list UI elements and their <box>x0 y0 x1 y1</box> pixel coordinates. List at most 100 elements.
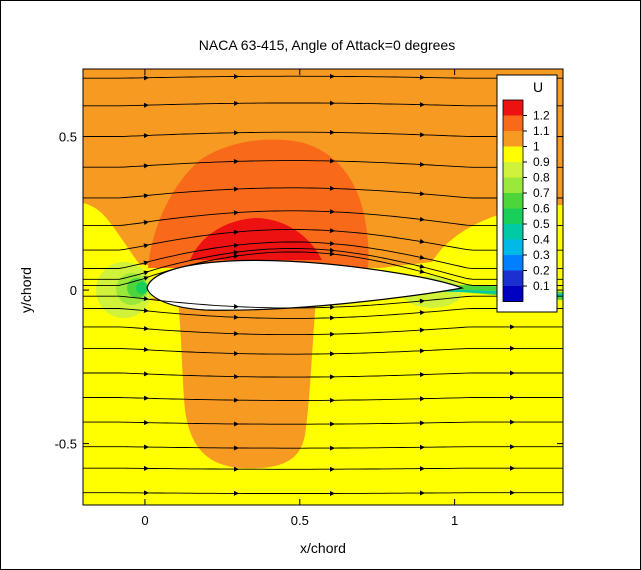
streamline <box>83 295 563 309</box>
streamline <box>83 421 563 425</box>
x-tick-label: 0.5 <box>291 513 309 528</box>
streamline-arrow <box>329 185 335 191</box>
streamline-arrow <box>419 102 425 108</box>
streamline-arrow <box>419 268 425 274</box>
legend-swatch <box>503 115 523 132</box>
streamline-arrow <box>329 247 335 253</box>
legend-title: U <box>533 79 543 95</box>
streamline-arrow <box>143 347 149 353</box>
streamline-arrow <box>143 296 149 302</box>
airfoil-section <box>146 259 465 311</box>
streamline-arrow <box>233 100 239 106</box>
plot-area <box>82 68 564 506</box>
streamline-arrow <box>143 326 149 332</box>
legend-swatch <box>503 208 523 225</box>
streamline-arrow <box>510 345 515 351</box>
streamline-arrow <box>419 161 425 167</box>
streamline-arrow <box>419 490 425 496</box>
legend-level-label: 0.1 <box>533 279 550 293</box>
streamline-arrow <box>233 490 239 496</box>
streamline-arrow <box>510 419 515 425</box>
streamline-arrow <box>419 263 425 269</box>
streamline <box>83 102 563 107</box>
streamline-arrow <box>419 74 425 80</box>
legend-swatch <box>503 239 523 256</box>
streamline <box>83 160 563 168</box>
legend-swatch <box>503 162 523 178</box>
streamline-arrow <box>143 163 149 169</box>
y-tick-label: -0.5 <box>55 437 77 452</box>
streamline-arrow <box>143 260 149 266</box>
legend-level-label: 0.7 <box>533 186 550 200</box>
streamline <box>83 251 563 286</box>
streamline-arrow <box>329 397 335 403</box>
stagnation-region <box>96 262 152 318</box>
lower-speedup-region <box>150 298 316 469</box>
streamline-arrow <box>329 158 335 164</box>
streamline-arrow <box>419 310 425 316</box>
streamline <box>83 467 563 470</box>
streamline-arrow <box>419 466 425 472</box>
streamline-arrow <box>419 216 425 222</box>
legend-level-label: 0.2 <box>533 264 550 278</box>
streamline-arrow <box>419 348 425 354</box>
streamline-arrow <box>233 445 239 451</box>
streamline-arrow <box>233 253 239 259</box>
streamline-arrow <box>233 74 239 80</box>
legend-swatch <box>503 146 523 163</box>
legend-swatch <box>503 131 523 147</box>
streamline-arrow <box>419 444 425 450</box>
streamline-arrow <box>143 395 149 401</box>
colorbar-legend: U 1.21.1 10.9 0.80.7 0.60.5 0.40.3 0.20.1 <box>496 74 558 313</box>
streamline <box>83 131 563 137</box>
streamline <box>83 326 563 336</box>
streamline-arrow <box>233 374 239 380</box>
streamline-arrow <box>143 75 149 81</box>
streamline-arrow <box>419 396 425 402</box>
streamline <box>83 397 563 401</box>
legend-level-label: 0.6 <box>533 202 550 216</box>
streamline-arrow <box>143 276 149 281</box>
streamline-arrow <box>143 308 149 313</box>
streamline-arrow <box>143 371 149 377</box>
streamline-arrow <box>143 193 149 199</box>
streamline-arrow <box>233 250 239 256</box>
streamline-arrow <box>419 191 425 197</box>
streamline-arrow <box>233 397 239 403</box>
y-axis: 0.5 0 -0.5 <box>55 130 563 452</box>
streamline-arrow <box>233 229 239 235</box>
streamline-arrow <box>233 242 239 248</box>
streamline <box>83 229 563 251</box>
streamline <box>83 308 563 319</box>
streamline-arrow <box>233 350 239 356</box>
streamline-arrow <box>233 314 239 320</box>
streamline-arrow <box>143 465 149 471</box>
legend-level-label: 1 <box>533 140 540 154</box>
x-axis-label: x/chord <box>300 540 346 556</box>
streamline-arrow <box>233 210 239 216</box>
legend-swatch <box>503 224 523 240</box>
streamline <box>83 372 563 378</box>
legend-level-label: 0.5 <box>533 217 550 231</box>
legend-swatch <box>503 100 523 116</box>
y-tick-label: 0.5 <box>59 130 77 145</box>
legend-swatch <box>503 255 523 271</box>
x-axis: 0 0.5 1 <box>141 69 458 528</box>
streamline-arrow <box>329 100 335 106</box>
suction-peak-region <box>190 218 322 260</box>
streamline <box>83 210 563 227</box>
streamline-arrow <box>143 420 149 426</box>
streamline-arrow <box>233 303 239 309</box>
legend-level-label: 1.1 <box>533 124 550 138</box>
streamline-arrow <box>329 73 335 79</box>
streamline <box>83 492 563 494</box>
streamline-arrow <box>419 238 425 244</box>
legend-swatch <box>503 286 523 302</box>
streamline <box>83 187 563 199</box>
streamline-arrow <box>143 220 149 225</box>
streamline-arrow <box>143 270 149 276</box>
streamline-arrow <box>510 444 515 450</box>
streamline-arrow <box>329 228 335 234</box>
x-tick-label: 1 <box>451 513 458 528</box>
